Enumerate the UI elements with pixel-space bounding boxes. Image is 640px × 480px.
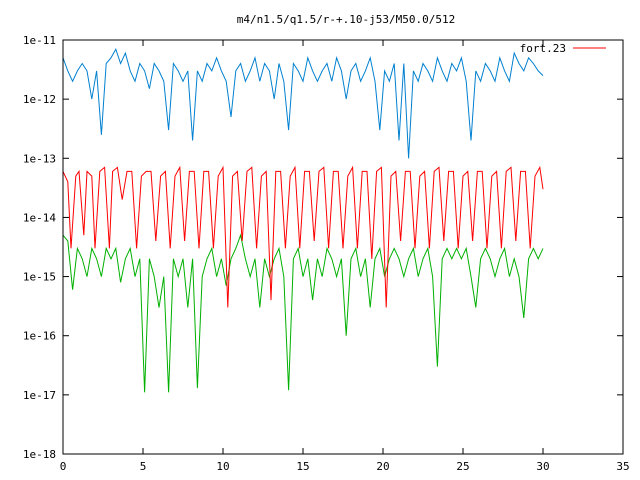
y-tick-label: 1e-13 <box>23 152 56 165</box>
y-tick-label: 1e-17 <box>23 389 56 402</box>
chart-title: m4/n1.5/q1.5/r-+.10-j53/M50.0/512 <box>237 13 456 26</box>
y-tick-label: 1e-18 <box>23 448 56 461</box>
y-tick-label: 1e-12 <box>23 93 56 106</box>
y-tick-label: 1e-15 <box>23 271 56 284</box>
x-tick-label: 10 <box>216 460 229 473</box>
series-line-1 <box>62 47 544 159</box>
series-line-0 <box>62 165 544 308</box>
x-tick-label: 35 <box>616 460 629 473</box>
x-tick-label: 30 <box>536 460 549 473</box>
plot-frame <box>62 39 624 455</box>
legend: fort.23 <box>520 42 606 55</box>
legend-label: fort.23 <box>520 42 566 55</box>
x-tick-label: 0 <box>60 460 67 473</box>
x-tick-label: 25 <box>456 460 469 473</box>
y-tick-label: 1e-14 <box>23 211 56 224</box>
series-line-2 <box>62 233 544 393</box>
x-tick-label: 20 <box>376 460 389 473</box>
y-tick-label: 1e-11 <box>23 34 56 47</box>
series-layer <box>62 47 544 393</box>
ticks-layer: 0 5 10 15 20 25 30 35 1e-18 1e-17 1e-16 1e-15 1e-14 1… <box>23 34 630 473</box>
y-tick-label: 1e-16 <box>23 330 56 343</box>
x-tick-label: 15 <box>296 460 309 473</box>
x-tick-label: 5 <box>140 460 147 473</box>
